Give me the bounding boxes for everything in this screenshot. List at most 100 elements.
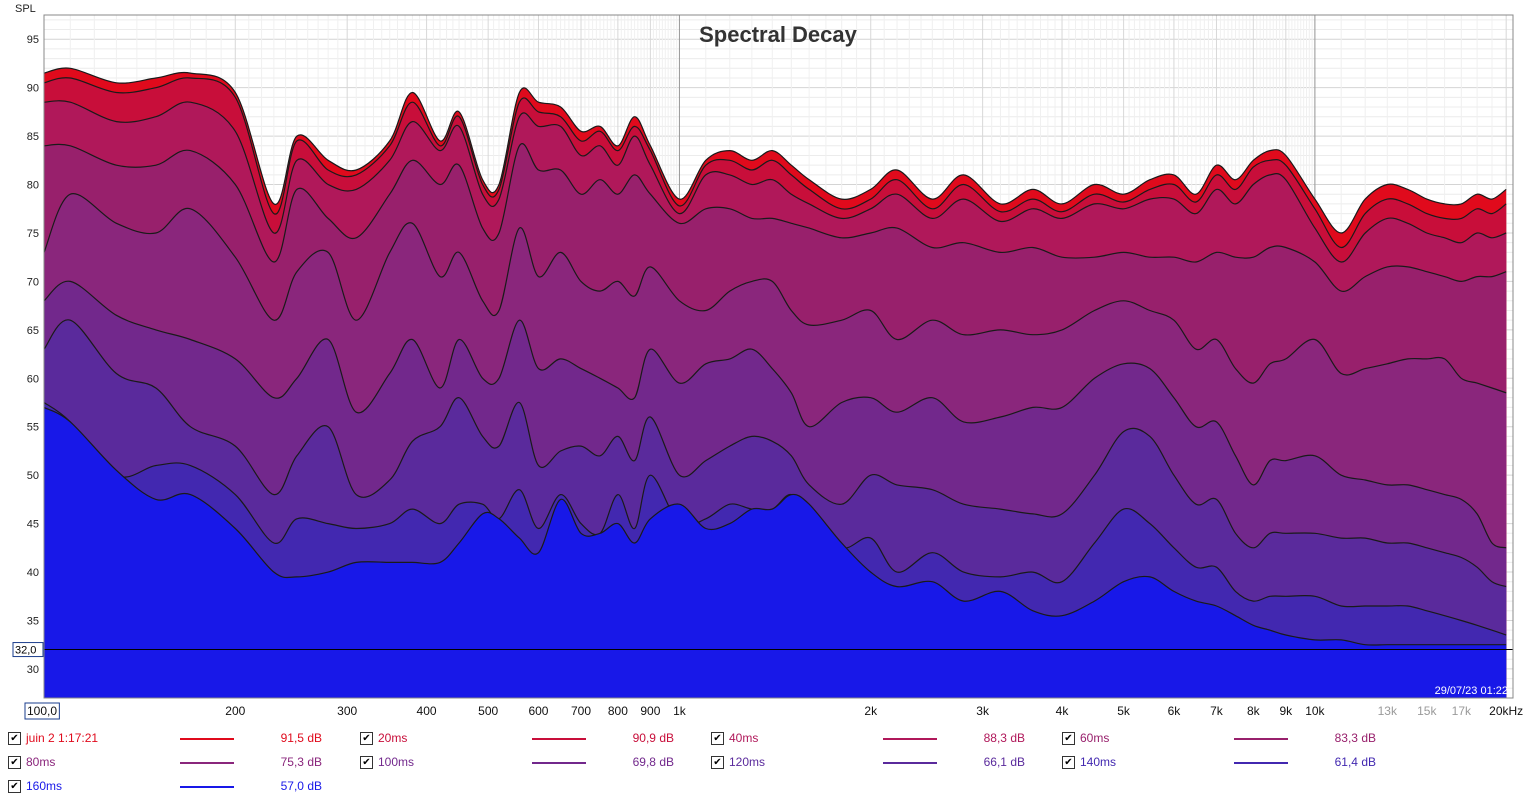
legend-checkbox[interactable]: ✔ [8,756,21,769]
y-tick-label: 30 [27,664,39,676]
x-tick-label: 500 [478,704,498,718]
legend-item[interactable]: ✔ 140ms 61,4 dB [1062,753,1402,775]
legend-checkbox[interactable]: ✔ [1062,732,1075,745]
legend-swatch [883,762,937,764]
x-tick-label: 900 [640,704,660,718]
legend-label: 20ms [378,731,408,745]
legend-label: 140ms [1080,755,1117,769]
legend-checkbox[interactable]: ✔ [711,732,724,745]
decay-curve-4 [44,193,1507,394]
legend-swatch [1234,738,1288,740]
legend-checkbox[interactable]: ✔ [1062,756,1075,769]
y-tick-label: 80 [27,180,39,192]
legend-value: 88,3 dB [983,731,1025,745]
legend-label: 120ms [729,755,766,769]
legend-swatch [532,762,586,764]
x-tick-label: 4k [1056,704,1070,718]
legend-value: 69,8 dB [632,755,674,769]
legend-label: juin 2 1:17:21 [26,731,99,745]
y-tick-label: 85 [27,131,39,143]
legend-item[interactable]: ✔ 60ms 83,3 dB [1062,729,1402,751]
y-tick-label: 40 [27,567,39,579]
y-tick-label: 75 [27,228,39,240]
decay-curve-2 [44,100,1507,263]
y-axis-label: SPL [15,3,36,15]
y-tick-label: 60 [27,373,39,385]
decay-curve-3 [44,143,1507,292]
decay-curve-6 [44,319,1507,588]
legend-item[interactable]: ✔ 100ms 69,8 dB [360,753,700,775]
x-tick-label: 5k [1117,704,1131,718]
legend-swatch [180,738,234,740]
y-cursor-readout[interactable]: 32,0 [12,642,44,658]
legend-value: 57,0 dB [280,779,322,793]
x-tick-label: 7k [1210,704,1224,718]
legend-checkbox[interactable]: ✔ [711,756,724,769]
x-tick-label: 10k [1305,704,1325,718]
decay-areas [44,67,1507,698]
legend-swatch [180,762,234,764]
x-tick-label: 6k [1168,704,1182,718]
chart-title: Spectral Decay [699,22,858,47]
x-tick-label: 200 [225,704,245,718]
decay-area-8 [44,407,1507,698]
legend-checkbox[interactable]: ✔ [8,732,21,745]
legend-item[interactable]: ✔ 20ms 90,9 dB [360,729,700,751]
y-tick-label: 45 [27,519,39,531]
x-tick-label: 300 [337,704,357,718]
legend-label: 160ms [26,779,63,793]
y-tick-label: 95 [27,34,39,46]
y-tick-label: 65 [27,325,39,337]
legend-item[interactable]: ✔ 80ms 75,3 dB [8,753,348,775]
x-ticks: 100,0 200 300 400 500 600 700 800 900 1k 2k 3k 4k 5k 6… [24,702,1523,720]
legend-checkbox[interactable]: ✔ [8,780,21,793]
decay-curve-5 [44,280,1507,549]
y-tick-label: 55 [27,422,39,434]
x-tick-label: 9k [1279,704,1293,718]
x-tick-label: 400 [417,704,437,718]
x-tick-label: 20kHz [1489,704,1523,718]
x-tick-label: 700 [571,704,591,718]
decay-curve-1 [44,77,1507,249]
legend-item[interactable]: ✔ juin 2 1:17:21 91,5 dB [8,729,348,751]
x-tick-label: 17k [1452,704,1472,718]
legend-item[interactable]: ✔ 120ms 66,1 dB [711,753,1051,775]
decay-curve-0 [44,67,1507,234]
legend-item[interactable]: ✔ 160ms 57,0 dB [8,777,348,799]
legend-label: 80ms [26,755,56,769]
legend-label: 40ms [729,731,759,745]
legend-value: 91,5 dB [280,731,322,745]
legend-checkbox[interactable]: ✔ [360,732,373,745]
x-tick-label: 13k [1378,704,1398,718]
timestamp: 29/07/23 01:22 [1435,685,1508,697]
legend-value: 61,4 dB [1334,755,1376,769]
legend-swatch [180,786,234,788]
x-tick-label: 8k [1247,704,1261,718]
x-tick-label: 2k [864,704,878,718]
x-tick-label: 100,0 [27,704,57,718]
legend-swatch [532,738,586,740]
legend-item[interactable]: ✔ 40ms 88,3 dB [711,729,1051,751]
x-tick-label: 15k [1417,704,1437,718]
legend-label: 60ms [1080,731,1110,745]
y-tick-label: 35 [27,615,39,627]
y-ticks: 95 90 85 80 75 70 65 60 55 50 45 40 35 30 [27,34,39,676]
x-tick-label: 600 [528,704,548,718]
legend-checkbox[interactable]: ✔ [360,756,373,769]
x-tick-label: 800 [608,704,628,718]
x-tick-label: 3k [976,704,990,718]
legend-value: 75,3 dB [280,755,322,769]
plot-frame [43,14,1514,699]
x-cursor-box[interactable] [24,702,60,720]
legend-label: 100ms [378,755,415,769]
y-tick-label: 70 [27,276,39,288]
decay-curve-8 [44,406,1507,646]
x-tick-label: 1k [673,704,687,718]
svg-text:32,0: 32,0 [15,645,36,657]
y-tick-label: 90 [27,83,39,95]
legend-value: 90,9 dB [632,731,674,745]
legend-swatch [1234,762,1288,764]
legend-swatch [883,738,937,740]
legend-value: 66,1 dB [983,755,1025,769]
